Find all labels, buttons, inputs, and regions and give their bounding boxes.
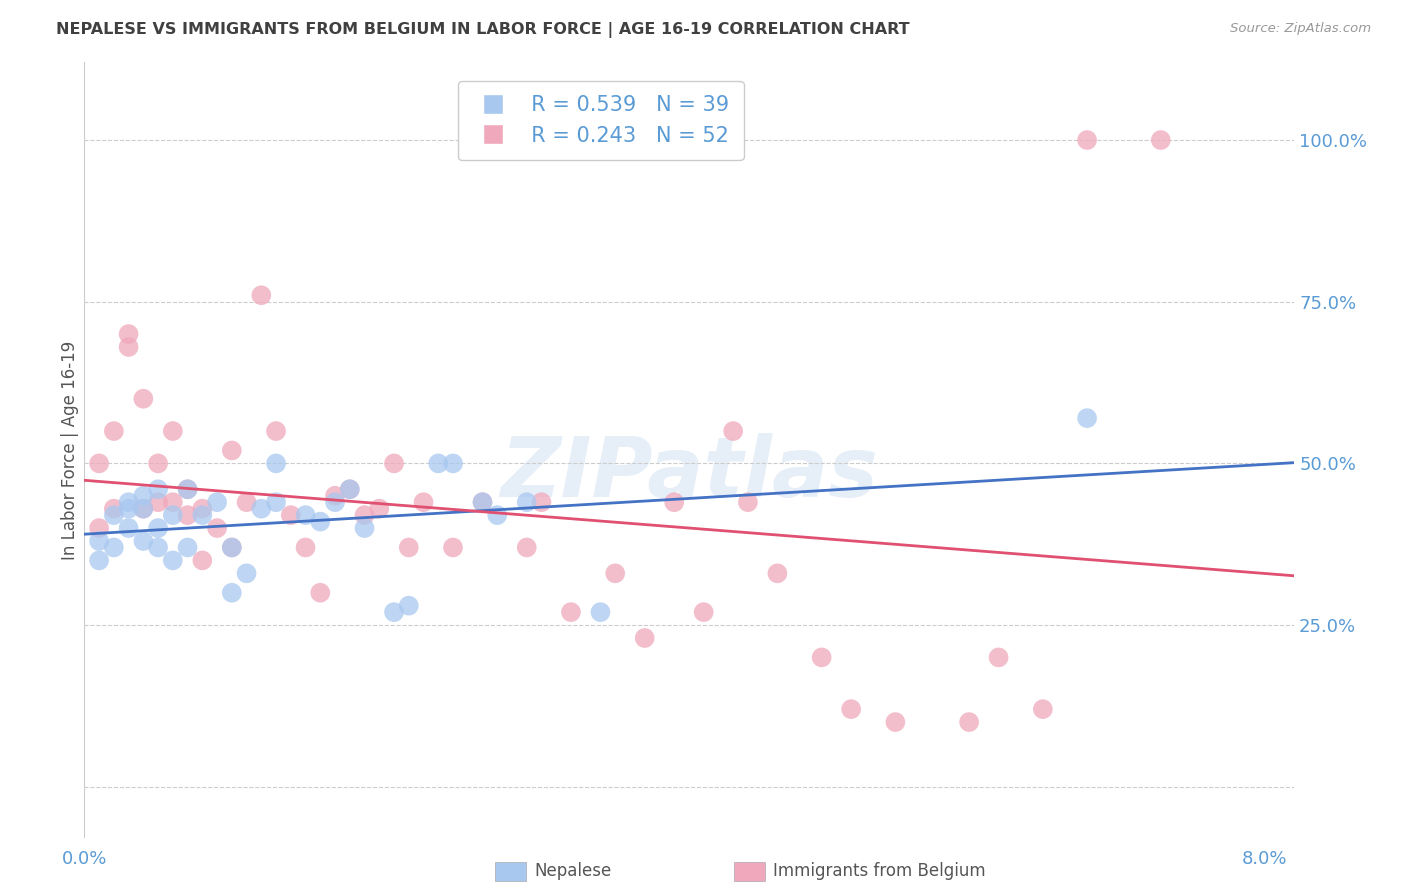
- Point: [398, 541, 420, 555]
- Point: [117, 521, 139, 535]
- Point: [176, 508, 198, 523]
- Point: [103, 541, 125, 555]
- Point: [589, 605, 612, 619]
- Point: [839, 702, 862, 716]
- Point: [235, 566, 257, 581]
- Point: [146, 495, 169, 509]
- Point: [516, 541, 538, 555]
- Point: [87, 553, 110, 567]
- Point: [205, 521, 228, 535]
- Point: [664, 495, 686, 509]
- Point: [132, 501, 155, 516]
- Point: [103, 424, 125, 438]
- Point: [191, 553, 214, 567]
- Point: [103, 508, 125, 523]
- Point: [162, 508, 184, 523]
- Point: [766, 566, 789, 581]
- Point: [132, 533, 155, 548]
- Point: [957, 715, 980, 730]
- Point: [692, 605, 714, 619]
- Point: [146, 541, 169, 555]
- Point: [87, 457, 110, 471]
- Point: [117, 501, 139, 516]
- Point: [117, 495, 139, 509]
- Point: [382, 605, 405, 619]
- Point: [353, 521, 375, 535]
- Point: [441, 457, 464, 471]
- Point: [294, 541, 316, 555]
- Point: [1076, 411, 1098, 425]
- Point: [87, 533, 110, 548]
- Point: [176, 483, 198, 497]
- Point: [191, 501, 214, 516]
- Point: [176, 483, 198, 497]
- Point: [339, 483, 361, 497]
- Point: [264, 495, 287, 509]
- Point: [264, 457, 287, 471]
- Point: [117, 327, 139, 342]
- Point: [412, 495, 434, 509]
- Point: [382, 457, 405, 471]
- Point: [250, 288, 273, 302]
- Point: [146, 483, 169, 497]
- Point: [132, 501, 155, 516]
- Point: [398, 599, 420, 613]
- Point: [323, 489, 346, 503]
- Point: [884, 715, 907, 730]
- Text: Immigrants from Belgium: Immigrants from Belgium: [773, 863, 986, 880]
- Point: [191, 508, 214, 523]
- Point: [162, 424, 184, 438]
- Text: Source: ZipAtlas.com: Source: ZipAtlas.com: [1230, 22, 1371, 36]
- Y-axis label: In Labor Force | Age 16-19: In Labor Force | Age 16-19: [62, 341, 80, 560]
- Point: [486, 508, 509, 523]
- Legend:   R = 0.539   N = 39,   R = 0.243   N = 52: R = 0.539 N = 39, R = 0.243 N = 52: [457, 80, 744, 161]
- Point: [87, 521, 110, 535]
- Point: [280, 508, 302, 523]
- Point: [987, 650, 1010, 665]
- Point: [176, 541, 198, 555]
- Point: [221, 586, 243, 600]
- Point: [605, 566, 627, 581]
- Point: [368, 501, 391, 516]
- Point: [471, 495, 494, 509]
- Point: [146, 457, 169, 471]
- Point: [235, 495, 257, 509]
- Point: [737, 495, 759, 509]
- Point: [427, 457, 450, 471]
- Point: [250, 501, 273, 516]
- Point: [103, 501, 125, 516]
- Point: [162, 495, 184, 509]
- Point: [810, 650, 832, 665]
- Point: [721, 424, 744, 438]
- Point: [205, 495, 228, 509]
- Point: [516, 495, 538, 509]
- Text: NEPALESE VS IMMIGRANTS FROM BELGIUM IN LABOR FORCE | AGE 16-19 CORRELATION CHART: NEPALESE VS IMMIGRANTS FROM BELGIUM IN L…: [56, 22, 910, 38]
- Point: [1076, 133, 1098, 147]
- Point: [353, 508, 375, 523]
- Point: [146, 521, 169, 535]
- Point: [221, 541, 243, 555]
- Text: Nepalese: Nepalese: [534, 863, 612, 880]
- Point: [471, 495, 494, 509]
- Point: [117, 340, 139, 354]
- Point: [560, 605, 582, 619]
- Point: [530, 495, 553, 509]
- Point: [441, 541, 464, 555]
- Text: ZIPatlas: ZIPatlas: [501, 434, 877, 515]
- Point: [294, 508, 316, 523]
- Point: [132, 489, 155, 503]
- Point: [309, 515, 332, 529]
- Point: [634, 631, 657, 645]
- Point: [1032, 702, 1054, 716]
- Point: [1150, 133, 1173, 147]
- Point: [339, 483, 361, 497]
- Point: [309, 586, 332, 600]
- Point: [323, 495, 346, 509]
- Point: [221, 443, 243, 458]
- Point: [162, 553, 184, 567]
- Point: [264, 424, 287, 438]
- Point: [132, 392, 155, 406]
- Point: [221, 541, 243, 555]
